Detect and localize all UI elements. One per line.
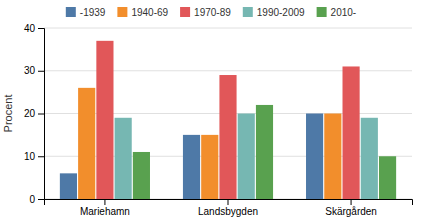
legend-item: 1970-89 [180, 7, 231, 18]
y-tick-mark [38, 156, 44, 157]
y-tick-label: 30 [24, 65, 36, 76]
bar [133, 152, 150, 199]
bar-series [96, 41, 359, 199]
legend-swatch [317, 7, 327, 17]
x-tick: Skärgården [325, 199, 377, 217]
bar [238, 114, 255, 200]
y-axis: 0 10 20 30 40 [24, 23, 45, 205]
bar [306, 114, 323, 200]
y-tick: 30 [24, 65, 44, 76]
legend-label: 1940-69 [131, 7, 168, 18]
bars [60, 41, 396, 199]
legend: -1939 1940-69 1970-89 1990-2009 2010- [66, 7, 356, 18]
x-tick: Landsbygden [198, 199, 258, 217]
x-axis: Mariehamn Landsbygden Skärgården [45, 199, 413, 217]
bar [379, 156, 396, 199]
bar [343, 66, 360, 199]
grid-line [44, 28, 412, 29]
x-tick-label: Skärgården [325, 206, 377, 217]
bar [256, 105, 273, 199]
bar-series [133, 105, 396, 199]
legend-swatch [243, 7, 253, 17]
y-tick: 10 [24, 151, 44, 162]
bar-series [78, 88, 341, 199]
legend-item: -1939 [66, 7, 106, 18]
legend-label: 1970-89 [194, 7, 231, 18]
y-tick-label: 20 [24, 108, 36, 119]
y-axis-line [38, 29, 45, 200]
y-tick-label: 40 [24, 23, 36, 34]
plot: 0 10 20 30 40 Mariehamn Landsbygden Skärgården [24, 23, 413, 217]
y-tick-mark [38, 28, 44, 29]
y-tick-mark [38, 114, 44, 115]
legend-label: 2010- [331, 7, 357, 18]
bar [201, 135, 218, 199]
x-tick-mark [104, 199, 105, 205]
x-tick-mark [351, 199, 352, 205]
bar [324, 114, 341, 200]
bar [361, 118, 378, 199]
bar [219, 75, 236, 199]
grid [44, 28, 412, 199]
y-axis-title: Procent [2, 95, 14, 133]
legend-label: -1939 [80, 7, 106, 18]
x-tick-label: Mariehamn [80, 206, 130, 217]
legend-swatch [117, 7, 127, 17]
bar [60, 173, 77, 199]
legend-swatch [180, 7, 190, 17]
y-tick: 20 [24, 108, 44, 119]
y-tick: 0 [29, 194, 44, 205]
chart: 0 10 20 30 40 Mariehamn Landsbygden Skärgården P… [0, 0, 422, 221]
x-axis-line [45, 200, 413, 206]
legend-item: 2010- [317, 7, 357, 18]
y-tick-mark [38, 199, 44, 200]
x-tick: Mariehamn [80, 199, 130, 217]
bar [96, 41, 113, 199]
y-tick-label: 10 [24, 151, 36, 162]
legend-item: 1940-69 [117, 7, 168, 18]
x-tick-label: Landsbygden [198, 206, 258, 217]
y-tick-label: 0 [29, 194, 35, 205]
legend-item: 1990-2009 [243, 7, 305, 18]
bar [115, 118, 132, 199]
bar-series [115, 114, 378, 200]
y-tick: 40 [24, 23, 44, 34]
x-tick-mark [228, 199, 229, 205]
legend-label: 1990-2009 [257, 7, 305, 18]
legend-swatch [66, 7, 76, 17]
bar [78, 88, 95, 199]
bar [183, 135, 200, 199]
y-tick-mark [38, 71, 44, 72]
